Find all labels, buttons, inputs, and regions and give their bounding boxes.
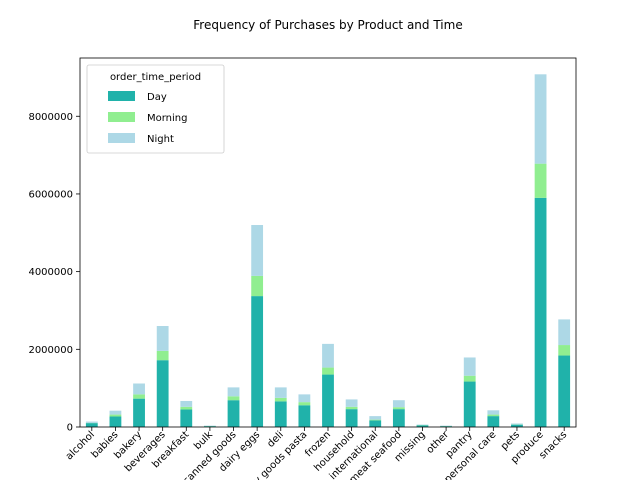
bar-night-dry-goods-pasta	[298, 394, 311, 403]
bar-morning-pantry	[463, 375, 476, 382]
bar-day-meat-seafood	[392, 409, 405, 427]
bar-night-produce	[534, 74, 547, 164]
bar-day-bakery	[133, 398, 145, 427]
bar-day-bulk	[204, 426, 216, 427]
bar-night-frozen	[322, 343, 334, 368]
bar-morning-produce	[534, 163, 547, 198]
bar-morning-dairy-eggs	[251, 275, 264, 297]
bar-morning-bakery	[133, 394, 145, 399]
bar-night-dairy-eggs	[251, 225, 264, 276]
bar-morning-international	[369, 419, 382, 421]
bar-day-produce	[534, 197, 547, 427]
bar-day-international	[369, 420, 382, 427]
bar-day-frozen	[322, 374, 334, 427]
bar-night-deli	[274, 387, 287, 398]
x-tick-label: deli	[265, 429, 286, 450]
legend-title: order_time_period	[110, 72, 201, 83]
bar-day-household	[345, 409, 358, 427]
bar-day-pantry	[463, 381, 476, 427]
bar-day-personal-care	[487, 416, 500, 427]
legend: order_time_period Day Morning Night	[86, 64, 225, 154]
bar-morning-breakfast	[180, 406, 193, 410]
legend-label-night: Night	[147, 134, 174, 145]
bar-day-missing	[416, 425, 429, 427]
bar-morning-household	[345, 406, 358, 410]
bars-layer	[85, 74, 571, 427]
bar-morning-frozen	[322, 367, 334, 375]
y-axis: 0 2000000 4000000 6000000 8000000	[28, 112, 80, 434]
bar-day-babies	[109, 416, 122, 427]
bar-morning-deli	[274, 397, 287, 402]
bar-night-canned-goods	[227, 387, 240, 397]
legend-items: Day Morning Night	[108, 91, 187, 145]
y-tick-label: 6000000	[28, 189, 73, 200]
x-tick-label: alcohol	[64, 429, 97, 462]
bar-morning-dry-goods-pasta	[298, 402, 311, 406]
y-tick-label: 2000000	[28, 345, 73, 356]
y-tick-label: 0	[67, 423, 73, 434]
bar-day-pets	[511, 424, 523, 427]
bar-day-beverages	[156, 360, 169, 427]
legend-swatch-morning	[108, 112, 135, 122]
bar-night-alcohol	[85, 421, 98, 423]
y-tick-label: 4000000	[28, 267, 73, 278]
bar-night-pets	[511, 423, 523, 425]
bar-day-dry-goods-pasta	[298, 405, 311, 427]
bar-day-deli	[274, 401, 287, 427]
bar-morning-canned-goods	[227, 396, 240, 401]
bar-day-canned-goods	[227, 400, 240, 427]
bar-day-dairy-eggs	[251, 296, 264, 427]
bar-night-beverages	[156, 326, 169, 351]
chart-title: Frequency of Purchases by Product and Ti…	[193, 18, 462, 32]
bar-morning-babies	[109, 414, 122, 417]
legend-label-day: Day	[147, 92, 167, 103]
bar-night-personal-care	[487, 410, 500, 415]
bar-night-meat-seafood	[392, 400, 405, 408]
bar-day-alcohol	[85, 423, 98, 427]
bar-morning-beverages	[156, 350, 169, 361]
legend-box	[86, 64, 225, 154]
bar-day-snacks	[558, 355, 571, 427]
bar-night-snacks	[558, 319, 571, 346]
bar-morning-snacks	[558, 345, 571, 356]
legend-swatch-night	[108, 133, 135, 143]
y-tick-label: 8000000	[28, 112, 73, 123]
bar-day-other	[440, 426, 452, 427]
bar-day-breakfast	[180, 409, 193, 427]
bar-night-household	[345, 399, 358, 407]
bar-night-breakfast	[180, 400, 193, 407]
bar-night-international	[369, 416, 382, 420]
bar-night-pantry	[463, 357, 476, 376]
bar-morning-meat-seafood	[392, 407, 405, 410]
legend-swatch-day	[108, 91, 135, 101]
bar-night-babies	[109, 410, 122, 415]
legend-label-morning: Morning	[147, 113, 187, 124]
bar-morning-personal-care	[487, 414, 500, 417]
bar-night-bakery	[133, 383, 145, 395]
